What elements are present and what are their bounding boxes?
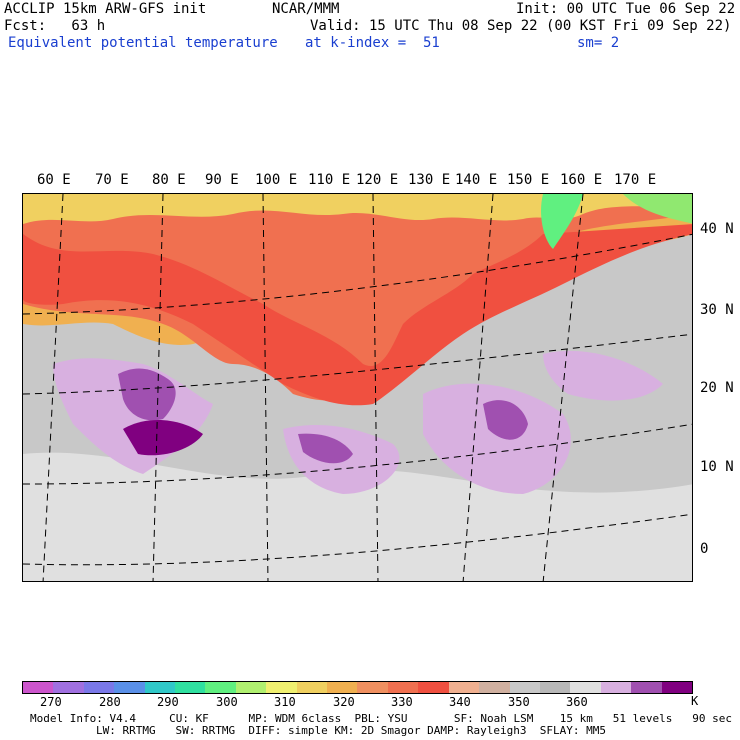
legend-label: 310 (274, 695, 296, 709)
legend-swatch (600, 682, 632, 693)
longitude-label: 120 E (356, 172, 399, 188)
latitude-label: 0 (700, 541, 709, 557)
theta-e-map (23, 194, 692, 581)
field-name: Equivalent potential temperature (8, 35, 278, 51)
legend-swatch (205, 682, 236, 693)
level-index: at k-index = 51 (305, 35, 440, 51)
legend-label: 300 (216, 695, 238, 709)
legend-swatch (23, 682, 54, 693)
longitude-label: 170 E (614, 172, 657, 188)
legend-swatch (53, 682, 84, 693)
legend-label: 330 (391, 695, 413, 709)
smoothing-label: sm= 2 (577, 35, 620, 51)
legend-label: 290 (157, 695, 179, 709)
model-info-line2: LW: RRTMG SW: RRTMG DIFF: simple KM: 2D … (96, 724, 606, 737)
legend-swatch (509, 682, 540, 693)
legend-swatch (418, 682, 449, 693)
longitude-label: 150 E (507, 172, 550, 188)
legend-unit: K (691, 694, 699, 708)
legend-swatch (83, 682, 115, 693)
model-info-line1: Model Info: V4.4 CU: KF MP: WDM 6class P… (30, 712, 732, 725)
longitude-label: 70 E (95, 172, 129, 188)
legend-swatch (387, 682, 419, 693)
legend-swatch (175, 682, 206, 693)
longitude-label: 90 E (205, 172, 239, 188)
longitude-label: 60 E (37, 172, 71, 188)
latitude-label: 40 N (700, 221, 734, 237)
legend-label: 270 (40, 695, 62, 709)
legend-swatch (661, 682, 692, 693)
init-time: Init: 00 UTC Tue 06 Sep 22 (516, 1, 736, 17)
legend-swatch (144, 682, 176, 693)
latitude-label: 20 N (700, 380, 734, 396)
legend-label: 280 (99, 695, 121, 709)
map-panel (22, 193, 693, 582)
legend-swatch (327, 682, 358, 693)
legend-swatch (570, 682, 601, 693)
legend-swatch (266, 682, 297, 693)
longitude-label: 80 E (152, 172, 186, 188)
forecast-hour: Fcst: 63 h (4, 18, 106, 34)
longitude-label: 130 E (408, 172, 451, 188)
longitude-label: 160 E (560, 172, 603, 188)
legend-swatch (539, 682, 571, 693)
legend-label: 320 (333, 695, 355, 709)
legend-label: 340 (449, 695, 471, 709)
legend-swatch (448, 682, 480, 693)
producer-label: NCAR/MMM (272, 1, 340, 17)
legend-swatch (479, 682, 510, 693)
color-legend (22, 681, 693, 694)
legend-swatch (631, 682, 662, 693)
legend-label: 350 (508, 695, 530, 709)
valid-time: Valid: 15 UTC Thu 08 Sep 22 (00 KST Fri … (310, 18, 732, 34)
longitude-label: 110 E (308, 172, 351, 188)
run-title: ACCLIP 15km ARW-GFS init (4, 1, 207, 17)
legend-swatch (357, 682, 388, 693)
longitude-label: 140 E (455, 172, 498, 188)
legend-swatch (235, 682, 267, 693)
legend-label: 360 (566, 695, 588, 709)
longitude-label: 100 E (255, 172, 298, 188)
latitude-label: 10 N (700, 459, 734, 475)
latitude-label: 30 N (700, 302, 734, 318)
legend-swatch (296, 682, 328, 693)
legend-swatch (114, 682, 145, 693)
